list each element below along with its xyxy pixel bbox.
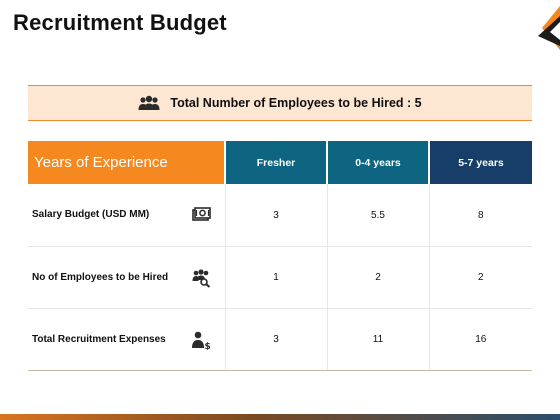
- row-label-cell: Total Recruitment Expenses $: [28, 308, 225, 371]
- cell-employees-5-7-years: 2: [428, 246, 532, 309]
- cell-employees-fresher: 1: [224, 246, 327, 309]
- cell-expenses-0-4-years: 11: [326, 308, 429, 371]
- row-label-cell: No of Employees to be Hired: [28, 246, 225, 309]
- recruitment-budget-table: Years of Experience Fresher 0-4 years 5-…: [28, 141, 532, 371]
- row-label-salary-budget: Salary Budget (USD MM): [32, 209, 150, 220]
- bottom-accent-bar: [0, 414, 560, 420]
- row-label-employees-hired: No of Employees to be Hired: [32, 271, 169, 283]
- slide-title: Recruitment Budget: [13, 10, 227, 35]
- header-years-of-experience: Years of Experience: [28, 141, 225, 184]
- person-dollar-icon: $: [191, 331, 210, 350]
- row-label-cell: Salary Budget (USD MM): [28, 184, 225, 247]
- corner-arrow-decoration-icon: [538, 6, 560, 50]
- cell-salary-fresher: 3: [224, 184, 327, 247]
- hiring-summary-banner: Total Number of Employees to be Hired : …: [28, 85, 532, 121]
- team-search-icon: [192, 268, 210, 288]
- table-row: No of Employees to be Hired 1 2 2: [28, 246, 532, 309]
- cell-salary-5-7-years: 8: [428, 184, 532, 247]
- header-0-4-years: 0-4 years: [326, 141, 429, 184]
- svg-text:$: $: [204, 342, 210, 350]
- cell-expenses-fresher: 3: [224, 308, 327, 371]
- people-group-icon: [138, 95, 160, 110]
- table-row: Salary Budget (USD MM) 3 5.5 8: [28, 184, 532, 247]
- banner-text: Total Number of Employees to be Hired : …: [170, 96, 422, 110]
- table-row: Total Recruitment Expenses $ 3 11 16: [28, 308, 532, 371]
- table-header-row: Years of Experience Fresher 0-4 years 5-…: [28, 141, 532, 184]
- money-icon: [191, 207, 211, 221]
- row-label-total-expenses: Total Recruitment Expenses: [32, 333, 166, 345]
- cell-expenses-5-7-years: 16: [428, 308, 532, 371]
- header-5-7-years: 5-7 years: [428, 141, 532, 184]
- cell-employees-0-4-years: 2: [326, 246, 429, 309]
- cell-salary-0-4-years: 5.5: [326, 184, 429, 247]
- header-fresher: Fresher: [224, 141, 327, 184]
